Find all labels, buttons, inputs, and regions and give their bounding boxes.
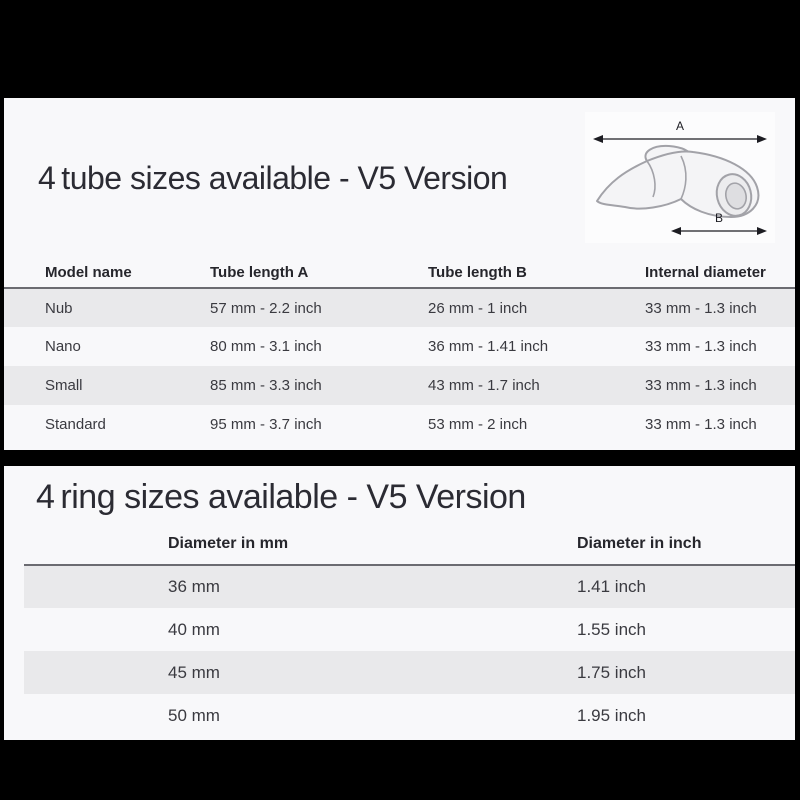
table-row-40mm: 40 mm 1.55 inch xyxy=(24,608,795,651)
header-internal-diameter: Internal diameter xyxy=(604,258,795,289)
cell-internal: 33 mm - 1.3 inch xyxy=(645,299,757,317)
tube-table-header-row: Model name Tube length A Tube length B I… xyxy=(4,258,795,289)
cell-diameter-inch: 1.41 inch xyxy=(577,577,646,596)
cell-length-b: 53 mm - 2 inch xyxy=(428,416,528,433)
table-row-50mm: 50 mm 1.95 inch xyxy=(24,694,795,737)
cell-diameter-mm: 36 mm xyxy=(168,577,220,596)
cell-diameter-inch: 1.95 inch xyxy=(577,705,646,725)
table-row-standard: Standard 95 mm - 3.7 inch 53 mm - 2 inch… xyxy=(4,405,795,444)
product-diagram: A B xyxy=(585,112,775,243)
ring-sizes-count: 4 xyxy=(36,478,55,516)
table-row-nano: Nano 80 mm - 3.1 inch 36 mm - 1.41 inch … xyxy=(4,327,795,366)
cell-length-a: 95 mm - 3.7 inch xyxy=(210,416,322,433)
tube-sizes-table: Model name Tube length A Tube length B I… xyxy=(4,258,795,444)
cell-internal: 33 mm - 1.3 inch xyxy=(645,416,757,433)
ring-sizes-panel: 4 ring sizes available - V5 Version Diame… xyxy=(4,466,795,740)
cage-drawing: A B xyxy=(593,119,767,235)
table-row-36mm: 36 mm 1.41 inch xyxy=(24,565,795,608)
cell-diameter-inch: 1.55 inch xyxy=(577,619,646,639)
cell-length-b: 36 mm - 1.41 inch xyxy=(428,338,549,355)
device-outline xyxy=(596,144,760,218)
cell-model: Nano xyxy=(45,338,81,355)
ring-sizes-title: 4 ring sizes available - V5 Version xyxy=(36,478,526,517)
ring-sizes-title-text: ring sizes available - V5 Version xyxy=(60,478,526,516)
table-row-45mm: 45 mm 1.75 inch xyxy=(24,651,795,694)
cell-internal: 33 mm - 1.3 inch xyxy=(645,338,757,355)
table-row-small: Small 85 mm - 3.3 inch 43 mm - 1.7 inch … xyxy=(4,366,795,405)
ring-sizes-table: Diameter in mm Diameter in inch 36 mm 1.… xyxy=(24,524,795,737)
dimension-arrow-b: B xyxy=(671,211,767,235)
cell-internal: 33 mm - 1.3 inch xyxy=(645,377,757,394)
ring-table-header-row: Diameter in mm Diameter in inch xyxy=(24,524,795,566)
header-diameter-inch: Diameter in inch xyxy=(433,524,795,566)
header-tube-length-a: Tube length A xyxy=(169,258,387,289)
tube-sizes-title-text: tube sizes available - V5 Version xyxy=(61,160,508,196)
cell-length-b: 43 mm - 1.7 inch xyxy=(428,377,540,394)
tube-sizes-count: 4 xyxy=(38,160,56,196)
cell-length-a: 57 mm - 2.2 inch xyxy=(210,299,322,317)
header-diameter-mm: Diameter in mm xyxy=(24,524,433,566)
cell-length-a: 85 mm - 3.3 inch xyxy=(210,377,322,394)
cell-diameter-mm: 40 mm xyxy=(168,619,220,639)
table-row-nub: Nub 57 mm - 2.2 inch 26 mm - 1 inch 33 m… xyxy=(4,288,795,327)
tube-sizes-panel: 4 tube sizes available - V5 Version A xyxy=(4,98,795,450)
cell-diameter-mm: 50 mm xyxy=(168,705,220,725)
dimension-arrow-a: A xyxy=(593,119,767,143)
header-model-name: Model name xyxy=(4,258,169,289)
cell-model: Nub xyxy=(45,299,73,317)
tube-sizes-title: 4 tube sizes available - V5 Version xyxy=(38,160,508,197)
header-tube-length-b: Tube length B xyxy=(387,258,604,289)
cell-diameter-inch: 1.75 inch xyxy=(577,662,646,682)
cell-length-a: 80 mm - 3.1 inch xyxy=(210,338,322,355)
arrow-a-label: A xyxy=(676,119,684,133)
cell-model: Small xyxy=(45,377,83,394)
cell-model: Standard xyxy=(45,416,106,433)
arrow-b-label: B xyxy=(715,211,723,225)
cell-diameter-mm: 45 mm xyxy=(168,662,220,682)
cell-length-b: 26 mm - 1 inch xyxy=(428,299,528,317)
